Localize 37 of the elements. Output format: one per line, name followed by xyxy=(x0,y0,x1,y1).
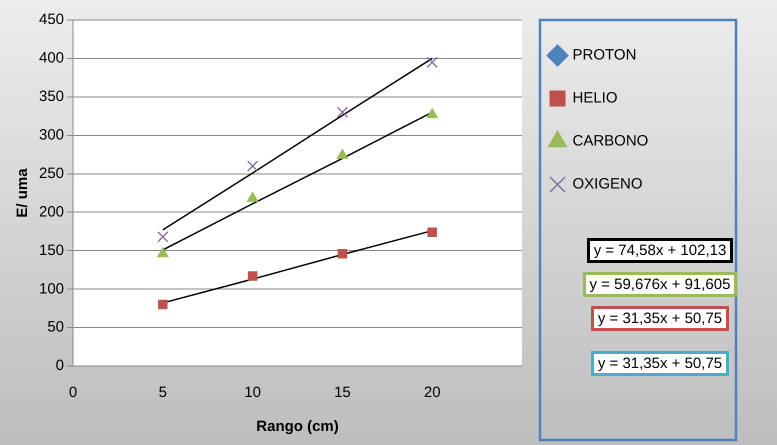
legend-label: HELIO xyxy=(572,90,618,107)
y-tick-label: 450 xyxy=(38,11,64,28)
point xyxy=(246,192,258,202)
point xyxy=(426,56,438,68)
y-tick-label: 250 xyxy=(38,164,64,182)
x-tick-label: 0 xyxy=(68,384,78,402)
point xyxy=(426,108,438,118)
point xyxy=(336,148,348,159)
point xyxy=(336,106,348,118)
y-tick-label: 400 xyxy=(38,50,64,67)
y-tick-label: 150 xyxy=(38,242,64,259)
text: y = 59,676x + 91,605 xyxy=(582,272,738,297)
point xyxy=(427,227,437,237)
y-tick-label: 200 xyxy=(38,203,64,220)
y-tick-label: 0 xyxy=(56,357,64,374)
x-tick-label: 15 xyxy=(334,384,351,402)
y-tick-label: 300 xyxy=(38,126,64,144)
point xyxy=(247,160,258,172)
text: y = 31,35x + 50,75 xyxy=(590,351,730,376)
x-axis-title: Rango (cm) xyxy=(256,418,339,436)
y-tick-label: 100 xyxy=(38,280,64,298)
x-tick-label: 20 xyxy=(424,384,441,402)
text: y = 31,35x + 50,75 xyxy=(590,306,730,331)
point xyxy=(157,231,168,242)
point xyxy=(157,247,169,258)
legend-label: PROTON xyxy=(572,46,636,64)
point xyxy=(158,300,168,310)
y-axis-title: E/ uma xyxy=(14,168,32,218)
text: y = 74,58x + 102,13 xyxy=(586,238,734,263)
x-tick-label: 10 xyxy=(244,384,261,402)
x-tick-label: 5 xyxy=(158,384,167,402)
y-tick-label: 50 xyxy=(47,318,64,336)
y-tick-label: 350 xyxy=(38,88,64,106)
legend-label: OXIGENO xyxy=(572,176,643,193)
point xyxy=(248,271,258,281)
legend-label: CARBONO xyxy=(572,132,648,150)
point xyxy=(338,249,348,258)
